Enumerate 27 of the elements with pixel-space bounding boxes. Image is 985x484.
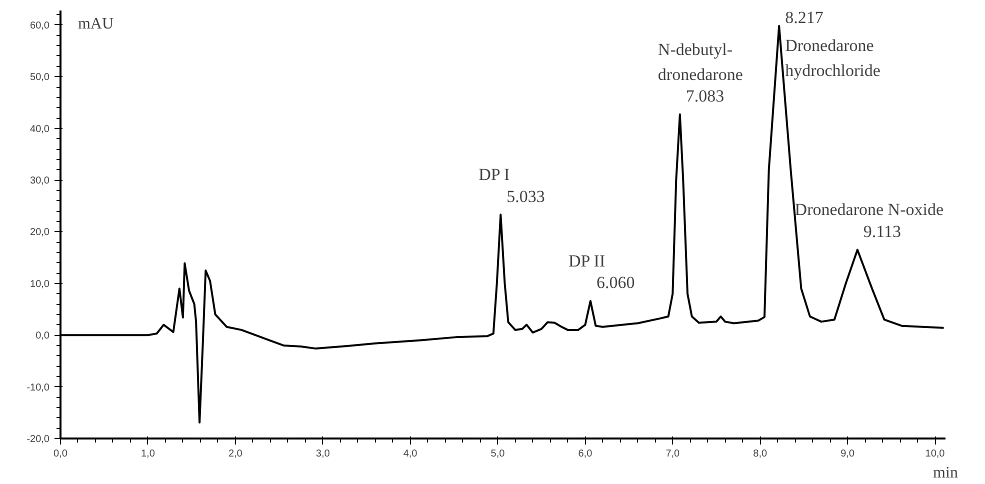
- y-tick-label: 10,0: [30, 278, 50, 290]
- annotation: N-debutyl- dronedarone 7.083: [658, 40, 743, 106]
- y-axis-title: mAU: [78, 16, 114, 33]
- x-tick-label: 10,0: [925, 448, 946, 460]
- x-tick-label: 2,0: [228, 448, 243, 460]
- annotation: Dronedarone N-oxide 9.113: [794, 200, 944, 242]
- x-tick-label: 1,0: [141, 448, 156, 460]
- y-tick-label: 0,0: [36, 330, 50, 342]
- annotation: DP I 5.033: [478, 165, 545, 206]
- x-tick-label: 7,0: [666, 448, 680, 460]
- y-tick-label: 50,0: [30, 72, 50, 84]
- y-tick-label: -20,0: [26, 434, 50, 445]
- x-tick-label: 8,0: [753, 448, 768, 460]
- x-tick-label: 6,0: [578, 448, 593, 460]
- x-tick-label: 9,0: [840, 448, 855, 460]
- x-tick-label: 0,0: [54, 448, 68, 460]
- y-tick-label: 30,0: [30, 176, 50, 187]
- annotation: DP II 6.060: [568, 251, 635, 292]
- y-tick-label: 20,0: [30, 227, 50, 238]
- x-tick-label: 4,0: [403, 448, 418, 460]
- x-tick-label: 5,0: [490, 448, 506, 460]
- y-tick-label: -10,0: [26, 382, 50, 394]
- x-axis-title: min: [933, 464, 958, 482]
- x-tick-label: 3,0: [316, 448, 330, 460]
- y-tick-label: 40,0: [30, 124, 50, 135]
- annotation: 8.217 Dronedarone hydrochloride: [785, 8, 880, 80]
- y-tick-label: 60,0: [30, 20, 50, 32]
